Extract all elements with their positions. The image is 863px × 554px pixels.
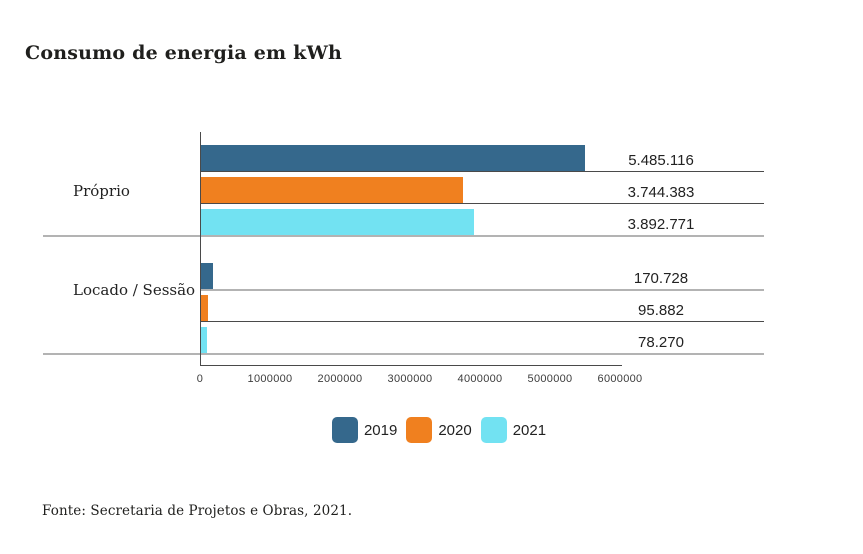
value-label: 3.892.771	[627, 216, 695, 233]
legend-item-2019: 2019	[331, 417, 398, 443]
y-axis-line	[200, 132, 201, 365]
category-label-proprio: Próprio	[73, 182, 130, 200]
bar-proprio-2019	[201, 145, 585, 172]
value-label: 3.744.383	[627, 184, 695, 201]
x-tick-label: 3000000	[387, 373, 433, 385]
legend-item-2021: 2021	[480, 417, 547, 443]
x-tick-label: 4000000	[457, 373, 503, 385]
value-label: 95.882	[638, 302, 684, 319]
group-separator-rule	[43, 235, 764, 237]
row-rule	[200, 289, 764, 291]
row-rule	[200, 171, 764, 172]
legend-swatch-2019	[331, 417, 358, 443]
legend-item-2020: 2020	[406, 417, 472, 443]
legend-label: 2021	[512, 421, 547, 439]
x-tick-label: 5000000	[527, 373, 573, 385]
value-label: 5.485.116	[628, 152, 694, 169]
value-label: 78.270	[638, 334, 684, 351]
bar-proprio-2021	[201, 209, 474, 236]
x-tick-label: 6000000	[597, 373, 643, 385]
legend-label: 2019	[363, 421, 398, 439]
x-tick-label: 0	[196, 373, 204, 385]
group-separator-rule	[43, 353, 764, 355]
x-tick-label: 2000000	[317, 373, 363, 385]
x-tick-label: 1000000	[247, 373, 293, 385]
legend-swatch-2020	[406, 417, 433, 443]
bar-locado-2020	[201, 295, 208, 322]
category-label-locado: Locado / Sessão	[73, 281, 196, 299]
row-rule	[200, 321, 764, 322]
chart-title: Consumo de energia em kWh	[25, 42, 343, 64]
legend-swatch-2021	[480, 417, 507, 443]
bar-locado-2021	[201, 327, 207, 354]
bar-proprio-2020	[201, 177, 464, 204]
bar-locado-2019	[201, 263, 213, 290]
legend: 2019 2020 2021	[15, 417, 863, 443]
source-note: Fonte: Secretaria de Projetos e Obras, 2…	[42, 503, 353, 519]
row-rule	[200, 203, 764, 204]
x-axis-line	[200, 365, 622, 366]
value-label: 170.728	[633, 270, 689, 287]
legend-label: 2020	[438, 421, 472, 439]
